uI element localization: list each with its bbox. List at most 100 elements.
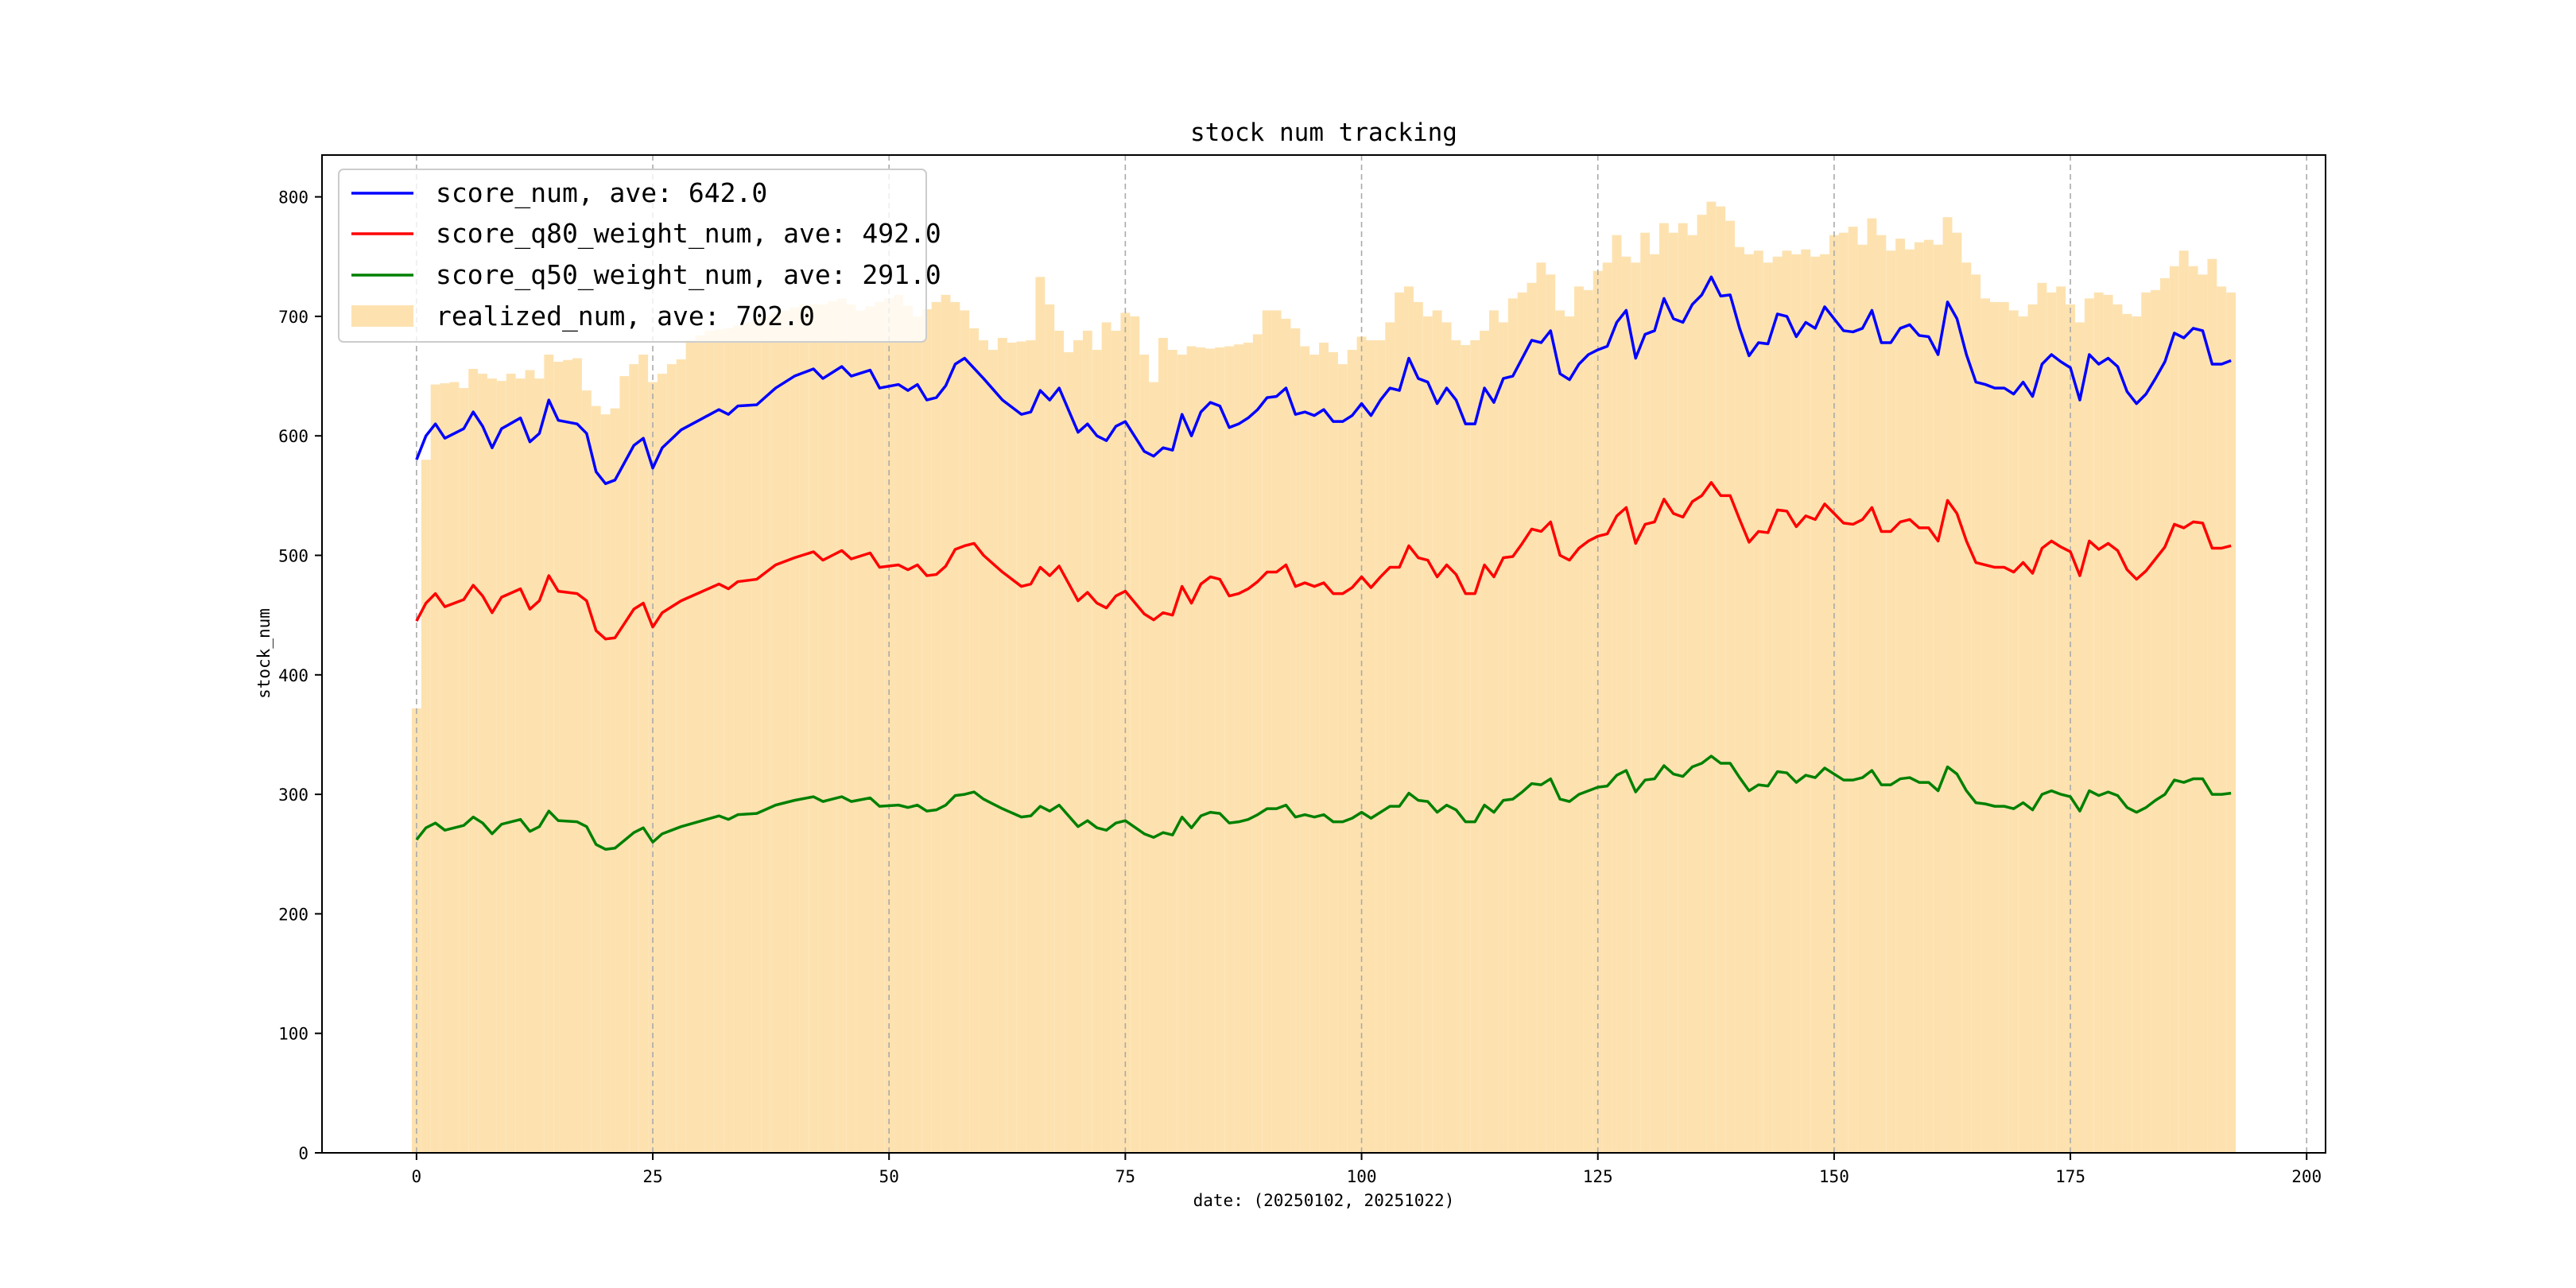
- realized-bar: [1735, 246, 1744, 1154]
- realized-bar: [506, 374, 516, 1153]
- realized-bar: [1990, 301, 2000, 1153]
- realized-bar: [1791, 254, 1802, 1153]
- realized-bar: [1546, 274, 1556, 1153]
- legend: score_num, ave: 642.0 score_q80_weight_n…: [338, 169, 941, 343]
- realized-bar: [1035, 277, 1046, 1153]
- realized-bar: [960, 310, 970, 1153]
- realized-bar: [1687, 235, 1697, 1154]
- realized-bar: [1612, 235, 1622, 1154]
- realized-bar: [1073, 339, 1083, 1154]
- realized-bar: [1678, 223, 1688, 1153]
- realized-bar: [2112, 304, 2123, 1153]
- realized-bar: [1082, 330, 1092, 1154]
- realized-bar: [1489, 310, 1499, 1153]
- realized-bar: [496, 381, 506, 1153]
- realized-bar: [629, 364, 639, 1153]
- y-tick-label: 700: [278, 308, 308, 327]
- realized-bar: [1328, 351, 1338, 1153]
- realized-bar: [685, 339, 696, 1154]
- realized-bar: [1375, 339, 1386, 1154]
- realized-bar: [2217, 286, 2227, 1154]
- realized-bar: [1999, 301, 2009, 1153]
- realized-bar: [1281, 318, 1291, 1153]
- realized-bar: [676, 359, 686, 1153]
- realized-bar: [1706, 201, 1717, 1153]
- realized-bar: [1111, 330, 1121, 1154]
- realized-bar: [1422, 316, 1433, 1153]
- realized-bar: [1441, 322, 1452, 1153]
- realized-bar: [1895, 239, 1906, 1154]
- legend-label-score-q50: score_q50_weight_num, ave: 291.0: [436, 259, 941, 291]
- realized-bar: [525, 370, 535, 1153]
- realized-bar: [1092, 349, 1102, 1153]
- x-tick-label: 200: [2291, 1167, 2322, 1186]
- realized-bar: [1054, 330, 1065, 1154]
- realized-bar: [2075, 322, 2085, 1153]
- realized-bar: [1952, 232, 1962, 1154]
- realized-bar: [553, 362, 564, 1153]
- realized-bar: [2159, 277, 2170, 1153]
- realized-bar: [2169, 266, 2179, 1153]
- realized-bar: [695, 335, 705, 1154]
- realized-bar: [979, 339, 989, 1154]
- realized-bar: [1026, 339, 1036, 1154]
- x-tick-label: 100: [1347, 1167, 1377, 1186]
- realized-bar: [903, 305, 913, 1153]
- realized-bar: [1224, 346, 1235, 1154]
- y-tick-label: 400: [278, 666, 308, 685]
- realized-bar: [1337, 364, 1348, 1153]
- realized-bar: [1961, 262, 1972, 1153]
- series-lines: [415, 275, 2232, 851]
- x-tick-label: 50: [879, 1167, 899, 1186]
- y-axis-ticks: 0 100 200 300 400 500 600 700 800: [278, 188, 322, 1163]
- realized-bar: [2178, 250, 2189, 1153]
- realized-bar: [1621, 256, 1631, 1153]
- realized-bar: [1045, 304, 1055, 1153]
- y-axis-label: stock_num: [254, 608, 274, 699]
- realized-bar: [1782, 250, 1792, 1153]
- realized-bar: [809, 304, 819, 1153]
- realized-bar: [2056, 286, 2066, 1154]
- realized-bar: [2207, 258, 2217, 1153]
- realized-bar: [1838, 232, 1849, 1154]
- realized-bar: [1177, 355, 1187, 1153]
- realized-bar: [1763, 262, 1773, 1153]
- x-tick-label: 125: [1583, 1167, 1613, 1186]
- realized-bar: [724, 328, 734, 1154]
- realized-bar: [1101, 322, 1111, 1153]
- realized-bar: [780, 310, 790, 1153]
- realized-bar: [1933, 244, 1943, 1154]
- legend-label-realized: realized_num, ave: 702.0: [436, 301, 815, 332]
- realized-bar: [931, 301, 941, 1153]
- realized-bar: [1300, 346, 1310, 1154]
- realized-bar: [1262, 310, 1272, 1153]
- realized-bar: [1319, 342, 1329, 1154]
- realized-bar: [1271, 310, 1282, 1153]
- realized-bar: [478, 374, 488, 1153]
- realized-bar: [1536, 262, 1546, 1153]
- realized-bar: [1716, 206, 1726, 1153]
- realized-bar: [2132, 316, 2142, 1153]
- realized-bar: [1574, 286, 1584, 1154]
- realized-bar: [1413, 301, 1423, 1153]
- realized-bar: [1186, 346, 1197, 1154]
- realized-bar: [1923, 239, 1934, 1154]
- realized-bar: [2008, 310, 2019, 1153]
- series-line-score-q80-weight-num: [415, 481, 2232, 641]
- realized-bar: [818, 304, 828, 1153]
- y-tick-label: 800: [278, 188, 308, 208]
- realized-bar: [666, 364, 677, 1153]
- realized-bar: [1130, 316, 1140, 1153]
- realized-bar: [855, 310, 866, 1153]
- y-tick-label: 0: [298, 1144, 308, 1163]
- realized-bar: [733, 325, 743, 1154]
- realized-bar: [1697, 215, 1707, 1153]
- realized-bar: [1149, 382, 1158, 1153]
- chart-title: stock num tracking: [1190, 118, 1457, 147]
- realized-bar: [1007, 342, 1017, 1154]
- legend-swatch-realized: [351, 305, 413, 327]
- realized-bar: [572, 358, 582, 1153]
- realized-bar: [1480, 330, 1490, 1154]
- realized-bar: [1385, 322, 1395, 1153]
- realized-bar: [2141, 292, 2151, 1154]
